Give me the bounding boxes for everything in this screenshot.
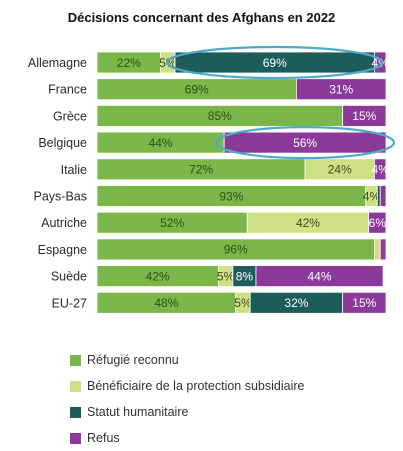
data-label-allemagne-statut-humanitaire: 69% [263,56,287,70]
data-label-belgique-refus: 56% [293,136,317,150]
category-label-autriche: Autriche [41,216,87,230]
data-label-allemagne-refugie-reconnu: 22% [117,56,141,70]
category-label-france: France [48,83,87,97]
category-label-espagne: Espagne [38,243,87,257]
bar-segment-espagne-refus [379,238,387,261]
legend-item-refus: Refus [70,425,305,451]
legend-item-refugie-reconnu: Réfugié reconnu [70,347,305,373]
data-label-grece-refugie-reconnu: 85% [208,109,232,123]
highlight-ellipse-allemagne [165,45,384,80]
legend-swatch [70,354,81,366]
data-label-eu-27-beneficiaire-de-la-protection-subsidiaire: 5% [234,296,252,310]
data-label-france-refugie-reconnu: 69% [185,83,209,97]
legend-label: Bénéficiaire de la protection subsidiair… [87,379,305,393]
bar-segment-autriche-refus [368,211,387,234]
data-label-autriche-beneficiaire-de-la-protection-subsidiaire: 42% [296,216,320,230]
bar-segment-pays-bas-statut-humanitaire [376,185,381,207]
category-label-pays-bas: Pays-Bas [34,190,88,204]
bar-segment-eu-27-refus [342,291,387,314]
data-label-italie-refus: 4% [372,163,390,177]
category-label-grece: Grèce [53,109,87,123]
category-label-belgique: Belgique [38,136,87,150]
bar-segment-suede-refus [255,265,384,288]
data-label-grece-refus: 15% [352,109,376,123]
legend-item-beneficiaire-de-la-protection-subsidiaire: Bénéficiaire de la protection subsidiair… [70,373,305,399]
data-label-eu-27-refus: 15% [352,296,376,310]
category-label-allemagne: Allemagne [28,56,87,70]
legend: Réfugié reconnu Bénéficiaire de la protec… [70,347,305,451]
legend-label: Statut humanitaire [87,405,189,419]
bar-segment-france-refus [296,78,387,101]
category-label-eu-27: EU-27 [52,296,87,310]
category-label-italie: Italie [61,163,87,177]
data-label-suede-statut-humanitaire: 8% [236,269,254,283]
legend-swatch [70,380,81,392]
stacked-bar-chart: Allemagne 22% 5% 69% 4% France 69% 31% Grèce 85% 1… [28,45,396,314]
legend-label: Refus [87,431,120,445]
legend-swatch [70,406,81,418]
bar-segment-espagne-beneficiaire-de-la-protection-subsidiaire [374,238,381,261]
legend-item-statut-humanitaire: Statut humanitaire [70,399,305,425]
category-label-suede: Suède [51,270,87,284]
data-label-suede-refus: 44% [308,269,332,283]
data-label-suede-beneficiaire-de-la-protection-subsidiaire: 5% [217,269,235,283]
data-label-italie-refugie-reconnu: 72% [189,163,213,177]
data-label-autriche-refus: 6% [369,216,387,230]
legend-label: Réfugié reconnu [87,353,179,367]
data-label-pays-bas-beneficiaire-de-la-protection-subsidiaire: 4% [363,189,381,203]
data-label-espagne-refugie-reconnu: 96% [224,243,248,257]
data-label-eu-27-refugie-reconnu: 48% [154,296,178,310]
data-label-autriche-refugie-reconnu: 52% [160,216,184,230]
legend-swatch [70,432,81,444]
data-label-suede-refugie-reconnu: 42% [146,269,170,283]
bar-segment-italie-refus [374,158,387,181]
bar-segment-allemagne-refus [374,51,387,74]
data-label-belgique-refugie-reconnu: 44% [149,136,173,150]
data-label-france-refus: 31% [329,83,353,97]
bar-segment-grece-refus [342,105,387,127]
highlight-ellipse-belgique [215,126,396,160]
data-label-pays-bas-refugie-reconnu: 93% [219,189,243,203]
data-label-eu-27-statut-humanitaire: 32% [284,296,308,310]
chart-title: Décisions concernant des Afghans en 2022 [67,10,336,25]
data-label-allemagne-refus: 4% [372,56,390,70]
data-label-italie-beneficiaire-de-la-protection-subsidiaire: 24% [328,163,352,177]
bar-segment-belgique-refus [223,131,387,154]
bar-segment-pays-bas-refus [379,185,387,207]
